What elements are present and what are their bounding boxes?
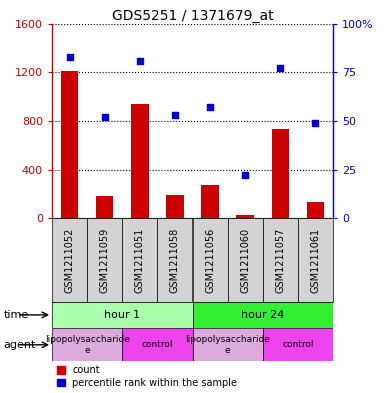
Text: GSM1211057: GSM1211057: [275, 227, 285, 293]
Title: GDS5251 / 1371679_at: GDS5251 / 1371679_at: [112, 9, 273, 22]
Text: GSM1211060: GSM1211060: [240, 228, 250, 292]
Bar: [52, 302, 192, 328]
Text: hour 24: hour 24: [241, 310, 285, 320]
Bar: [96, 196, 114, 218]
Bar: [298, 218, 333, 302]
Text: GSM1211051: GSM1211051: [135, 228, 145, 293]
Bar: [201, 185, 219, 218]
Point: [67, 53, 73, 60]
Point: [137, 57, 143, 64]
Bar: [122, 218, 157, 302]
Bar: [61, 71, 78, 218]
Legend: count, percentile rank within the sample: count, percentile rank within the sample: [57, 365, 238, 388]
Bar: [192, 302, 333, 328]
Bar: [236, 215, 254, 218]
Text: lipopolysaccharide
e: lipopolysaccharide e: [185, 335, 270, 354]
Text: agent: agent: [4, 340, 36, 350]
Text: GSM1211059: GSM1211059: [100, 228, 110, 293]
Point: [242, 172, 248, 178]
Bar: [192, 328, 263, 362]
Bar: [166, 195, 184, 218]
Text: control: control: [142, 340, 173, 349]
Bar: [87, 218, 122, 302]
Text: GSM1211056: GSM1211056: [205, 228, 215, 293]
Bar: [263, 328, 333, 362]
Text: hour 1: hour 1: [104, 310, 140, 320]
Text: time: time: [4, 310, 29, 320]
Bar: [263, 218, 298, 302]
Bar: [271, 129, 289, 218]
Bar: [228, 218, 263, 302]
Bar: [307, 202, 324, 218]
Text: control: control: [282, 340, 314, 349]
Point: [312, 120, 318, 126]
Bar: [122, 328, 192, 362]
Point: [207, 104, 213, 110]
Bar: [52, 218, 87, 302]
Bar: [192, 218, 228, 302]
Point: [277, 65, 283, 72]
Bar: [157, 218, 192, 302]
Text: GSM1211058: GSM1211058: [170, 228, 180, 293]
Bar: [52, 328, 122, 362]
Point: [172, 112, 178, 118]
Point: [102, 114, 108, 120]
Text: GSM1211061: GSM1211061: [310, 228, 320, 292]
Bar: [131, 104, 149, 218]
Text: GSM1211052: GSM1211052: [65, 227, 75, 293]
Text: lipopolysaccharide
e: lipopolysaccharide e: [45, 335, 129, 354]
